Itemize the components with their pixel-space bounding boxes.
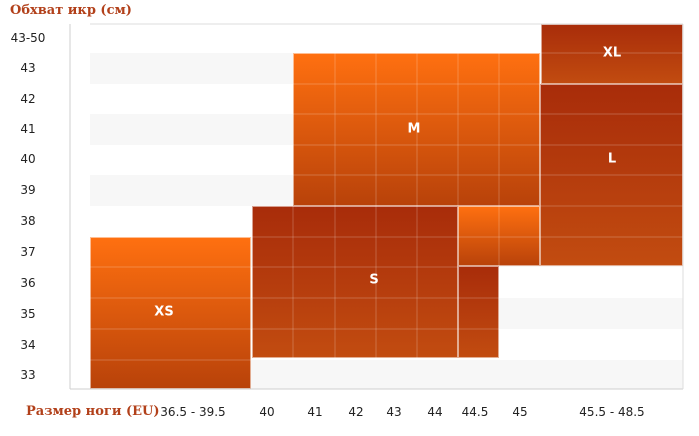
size-label-xs: XS bbox=[154, 304, 174, 320]
size-block-s bbox=[458, 266, 499, 358]
size-block-xs bbox=[90, 237, 251, 389]
size-label-m: M bbox=[407, 121, 421, 137]
x-tick-label: 40 bbox=[259, 405, 275, 419]
size-block-xl bbox=[541, 24, 683, 84]
size-block-border bbox=[293, 53, 540, 206]
y-tick-label: 39 bbox=[20, 183, 36, 197]
x-tick-label: 45 bbox=[512, 405, 528, 419]
y-tick-label: 43-50 bbox=[10, 31, 46, 45]
size-block-border bbox=[252, 206, 458, 358]
size-block-border bbox=[458, 206, 540, 266]
size-block-border bbox=[458, 266, 499, 358]
y-axis-title: Обхват икр (см) bbox=[10, 3, 132, 18]
size-label-l: L bbox=[607, 151, 617, 167]
x-tick-label: 42 bbox=[348, 405, 364, 419]
x-tick-label: 44 bbox=[427, 405, 443, 419]
x-tick-label: 41 bbox=[307, 405, 323, 419]
y-tick-label: 40 bbox=[20, 152, 36, 166]
y-tick-label: 35 bbox=[20, 307, 36, 321]
size-block-m bbox=[293, 53, 540, 206]
size-block-l bbox=[540, 84, 683, 266]
x-axis-title: Размер ноги (EU) bbox=[26, 404, 160, 419]
y-tick-label: 41 bbox=[20, 122, 36, 136]
size-label-xl: XL bbox=[602, 45, 622, 61]
y-tick-label: 42 bbox=[20, 92, 36, 106]
y-tick-label: 33 bbox=[20, 368, 36, 382]
size-label-s: S bbox=[369, 272, 379, 288]
y-tick-label: 38 bbox=[20, 214, 36, 228]
size-block-s bbox=[252, 206, 458, 358]
x-tick-label: 45.5 - 48.5 bbox=[579, 405, 645, 419]
x-tick-label: 43 bbox=[386, 405, 402, 419]
x-tick-label: 36.5 - 39.5 bbox=[160, 405, 226, 419]
x-tick-label: 44.5 bbox=[461, 405, 489, 419]
y-tick-label: 43 bbox=[20, 61, 36, 75]
y-tick-label: 34 bbox=[20, 338, 36, 352]
size-block-m bbox=[458, 206, 540, 266]
y-tick-label: 36 bbox=[20, 276, 36, 290]
y-tick-label: 37 bbox=[20, 245, 36, 259]
